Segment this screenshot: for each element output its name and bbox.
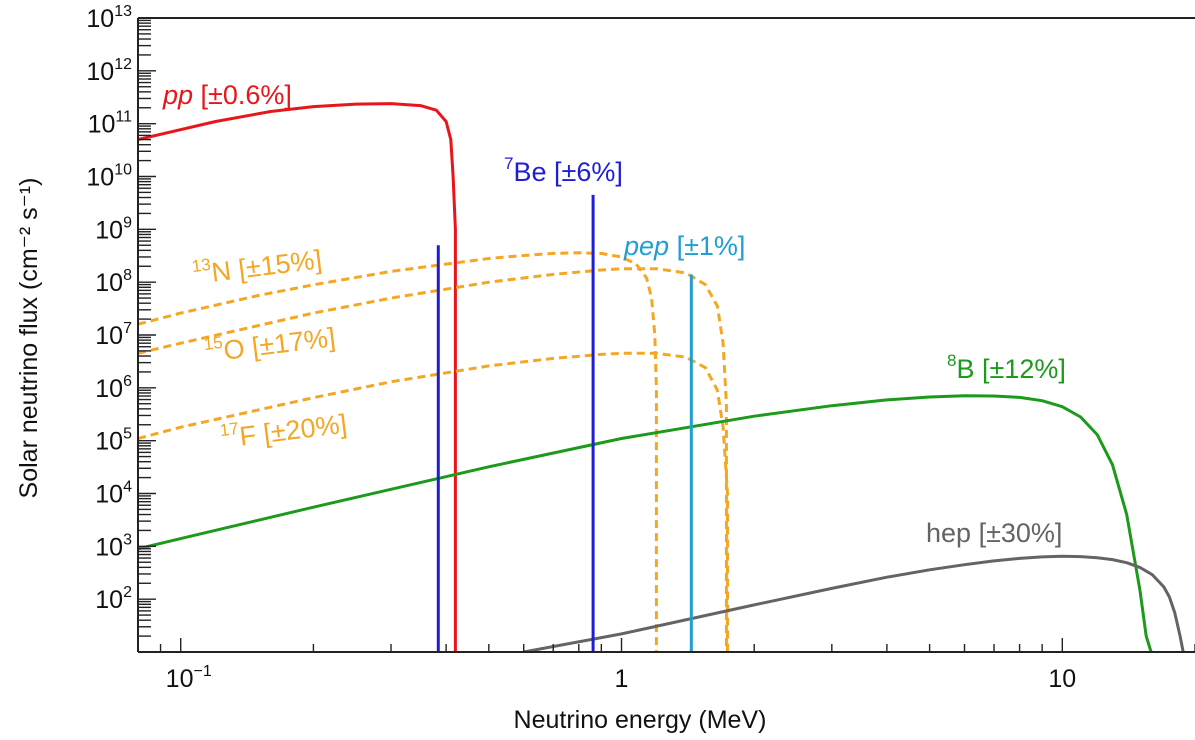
y-tick-label: 103	[95, 531, 132, 561]
y-tick-label: 105	[95, 426, 132, 456]
y-tick-label: 108	[95, 267, 132, 297]
labels-layer: pp [±0.6%] 7Be [±6%] pep [±1%] 13N [±15%] 15…	[162, 80, 1066, 548]
series-n13-curve	[138, 251, 658, 652]
series-o15-curve	[138, 267, 728, 652]
series-label-n13: 13N [±15%]	[191, 241, 324, 290]
y-tick-label: 106	[95, 373, 132, 403]
axes-layer: 1021031041051061071081091010101110121013…	[86, 3, 1195, 693]
y-tick-label: 109	[95, 214, 132, 244]
series-b8-curve	[138, 394, 1153, 652]
series-label-f17: 17F [±20%]	[219, 406, 349, 454]
series-label-pp: pp [±0.6%]	[162, 80, 292, 110]
series-label-b8: 8B [±12%]	[947, 351, 1066, 384]
y-tick-label: 1011	[88, 109, 133, 139]
series-pp-curve	[138, 102, 457, 652]
series-label-pep: pep [±1%]	[623, 231, 745, 261]
y-tick-label: 102	[95, 584, 132, 614]
series-layer	[138, 102, 1185, 652]
series-label-o15: 15O [±17%]	[203, 319, 337, 368]
series-hep-curve	[523, 554, 1185, 652]
series-label-be7_high: 7Be [±6%]	[504, 154, 623, 187]
y-tick-label: 1012	[86, 56, 132, 86]
y-tick-label: 1010	[86, 162, 132, 192]
x-tick-label: 1	[615, 665, 629, 693]
y-axis-label: Solar neutrino flux (cm⁻² s⁻¹)	[15, 178, 43, 499]
y-tick-label: 1013	[86, 3, 132, 33]
y-tick-label: 104	[95, 479, 132, 509]
x-tick-label: 10−1	[166, 663, 212, 693]
x-tick-label: 10	[1048, 665, 1076, 693]
y-tick-label: 107	[95, 320, 132, 350]
series-label-hep: hep [±30%]	[926, 518, 1062, 548]
series-f17-curve	[138, 351, 729, 652]
x-axis-label: Neutrino energy (MeV)	[514, 706, 767, 734]
